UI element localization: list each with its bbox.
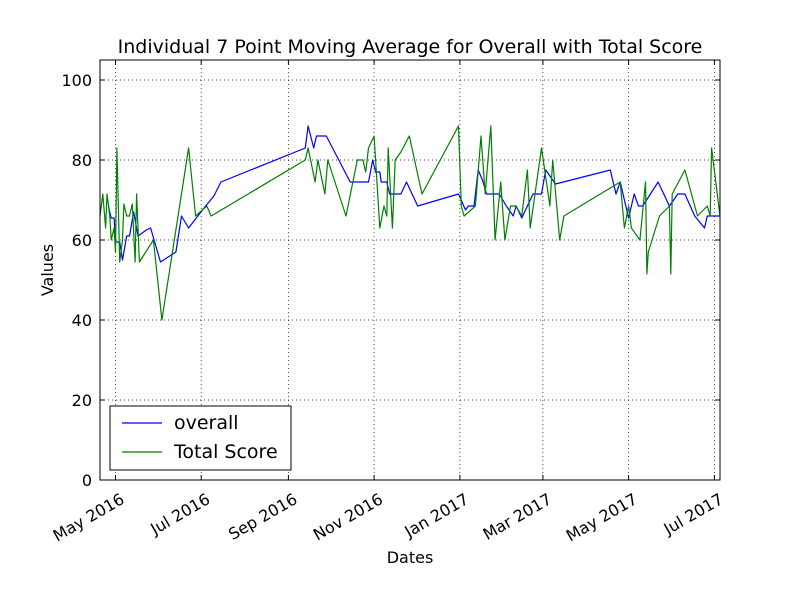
y-tick-label: 0 (82, 471, 92, 490)
y-tick-label: 80 (72, 151, 92, 170)
series-layer (99, 125, 721, 321)
y-axis-label: Values (38, 244, 57, 296)
ticks (100, 60, 720, 481)
y-tick-label: 40 (72, 311, 92, 330)
legend-label-total-score: Total Score (173, 441, 278, 463)
y-tick-labels: 0 20 40 60 80 100 (61, 71, 92, 490)
plot-frame (99, 59, 721, 481)
x-axis-label: Dates (387, 548, 434, 567)
series-line-overall (107, 125, 720, 263)
legend-label-overall: overall (174, 412, 239, 434)
y-tick-label: 100 (61, 71, 92, 90)
legend: overall Total Score (109, 405, 292, 471)
y-tick-label: 20 (72, 391, 92, 410)
y-tick-label: 60 (72, 231, 92, 250)
legend-box (109, 405, 292, 471)
chart-title: Individual 7 Point Moving Average for Ov… (118, 36, 703, 58)
series-line-total-score (99, 125, 721, 321)
